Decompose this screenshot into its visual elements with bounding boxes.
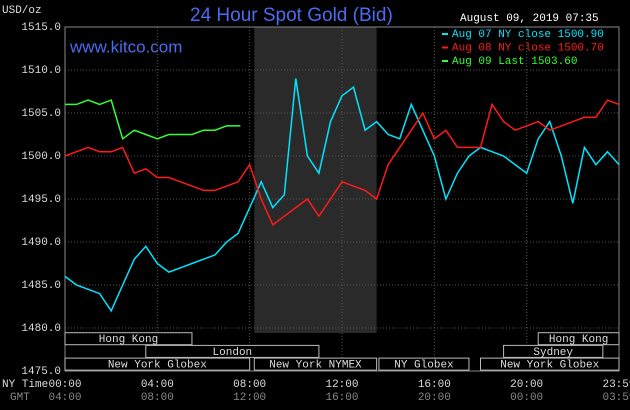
x-axis-label: NY Time (2, 379, 48, 391)
y-tick-label: 1480.0 (21, 323, 61, 335)
session-bar (503, 344, 604, 358)
x-tick-label: 23:59 (602, 379, 630, 391)
x-tick-label: 20:00 (510, 379, 543, 391)
session-bar (378, 357, 470, 371)
series-line (64, 99, 620, 226)
x2-tick-label: 03:59 (602, 392, 630, 404)
y-tick-label: 1510.0 (21, 65, 61, 77)
y-tick-label: 1500.0 (21, 151, 61, 163)
x-tick-label: 08:00 (233, 379, 266, 391)
y-tick-label: 1475.0 (21, 366, 61, 378)
session-label: NY Globex (394, 360, 454, 372)
series-line (65, 99, 241, 141)
session-shade (254, 27, 377, 333)
x2-tick-label: 20:00 (418, 392, 451, 404)
x-tick-label: 16:00 (418, 379, 451, 391)
x2-tick-label: 04:00 (48, 392, 81, 404)
y-tick-label: 1490.0 (21, 237, 61, 249)
x-tick-label: 04:00 (141, 379, 174, 391)
plot-frame (64, 26, 620, 372)
chart-title: 24 Hour Spot Gold (Bid) (190, 5, 393, 26)
legend-label: Aug 07 NY close 1500.90 (452, 29, 604, 41)
session-bar (480, 357, 620, 371)
watermark: www.kitco.com (69, 37, 182, 56)
session-bar (253, 357, 378, 371)
legend-label: Aug 08 NY close 1500.70 (452, 42, 604, 54)
series-line (64, 78, 620, 313)
x2-tick-label: 08:00 (141, 392, 174, 404)
y-tick-label: 1485.0 (21, 280, 61, 292)
x2-axis-label: GMT (10, 392, 30, 404)
session-label: London (213, 347, 253, 359)
x-tick-label: 00:00 (48, 379, 81, 391)
session-bar (64, 357, 251, 371)
session-label: Hong Kong (549, 334, 608, 346)
y-axis-label: USD/oz (2, 5, 42, 17)
session-bar (145, 344, 320, 358)
x2-tick-label: 00:00 (510, 392, 543, 404)
session-label: New York Globex (108, 360, 207, 372)
y-tick-label: 1495.0 (21, 194, 61, 206)
session-bar (64, 332, 193, 346)
x-tick-label: 12:00 (325, 379, 358, 391)
y-tick-label: 1515.0 (21, 22, 61, 34)
legend-label: Aug 09 Last 1503.60 (452, 56, 577, 68)
y-tick-label: 1505.0 (21, 108, 61, 120)
x2-tick-label: 16:00 (325, 392, 358, 404)
timestamp: August 09, 2019 07:35 (460, 13, 599, 25)
session-label: New York NYMEX (269, 360, 362, 372)
session-label: New York Globex (500, 360, 599, 372)
session-label: Sydney (533, 347, 573, 359)
x2-tick-label: 12:00 (233, 392, 266, 404)
session-label: Hong Kong (99, 334, 158, 346)
session-bar (537, 332, 620, 346)
